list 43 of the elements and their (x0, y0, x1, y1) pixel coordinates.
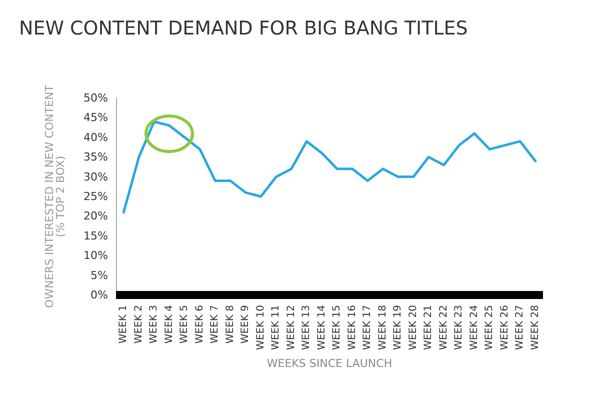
x-tick-label: WEEK 1 (118, 305, 130, 344)
y-tick-label: 15% (84, 229, 108, 242)
x-tick-label: WEEK 7 (210, 305, 221, 344)
x-tick-label: WEEK 22 (438, 305, 450, 350)
x-tick-label: WEEK 24 (468, 305, 480, 350)
x-tick-label: WEEK 3 (148, 305, 160, 344)
x-tick-label: WEEK 17 (362, 305, 374, 350)
x-tick-label: WEEK 15 (332, 305, 343, 350)
x-tick-label: WEEK 12 (286, 305, 297, 350)
x-tick-label: WEEK 25 (484, 305, 496, 350)
y-tick-label: 45% (84, 111, 108, 124)
x-tick-label: WEEK 16 (346, 305, 358, 350)
x-tick-label: WEEK 18 (377, 305, 388, 350)
x-tick-label: WEEK 13 (301, 305, 312, 350)
y-tick-label: 0% (90, 288, 108, 302)
y-tick-label: 10% (84, 249, 108, 262)
x-tick-label: WEEK 27 (514, 305, 526, 350)
chart-title: NEW CONTENT DEMAND FOR BIG BANG TITLES (19, 18, 468, 40)
x-tick-label: WEEK 6 (194, 305, 206, 344)
y-tick-label: 25% (84, 190, 108, 203)
y-tick-label: 5% (90, 268, 108, 282)
x-tick-label: WEEK 11 (270, 305, 282, 350)
x-tick-label: WEEK 8 (224, 305, 236, 344)
x-axis-title: WEEKS SINCE LAUNCH (266, 356, 392, 370)
x-tick-label: WEEK 10 (255, 305, 266, 350)
x-tick-label: WEEK 20 (408, 305, 419, 350)
x-tick-label: WEEK 14 (316, 305, 328, 350)
y-tick-label: 40% (84, 130, 108, 144)
x-tick-label: WEEK 9 (240, 305, 252, 344)
y-tick-label: 50% (84, 92, 108, 104)
y-tick-label: 30% (84, 170, 108, 184)
x-tick-label: WEEK 4 (164, 305, 175, 344)
x-tick-label: WEEK 5 (179, 305, 190, 344)
y-tick-label: 35% (84, 150, 108, 164)
x-tick-label: WEEK 19 (392, 305, 404, 350)
x-tick-label: WEEK 28 (530, 305, 541, 350)
line-series (122, 120, 537, 214)
x-tick-label: WEEK 2 (133, 305, 144, 344)
x-tick-label: WEEK 23 (454, 305, 465, 350)
y-axis-title: OWNERS INTERESTED IN NEW CONTENT (% TOP 2 BOX) (43, 84, 67, 308)
y-tick-label: 20% (84, 210, 108, 223)
x-tick-label: WEEK 21 (423, 305, 434, 350)
x-tick-label: WEEK 26 (499, 305, 510, 350)
